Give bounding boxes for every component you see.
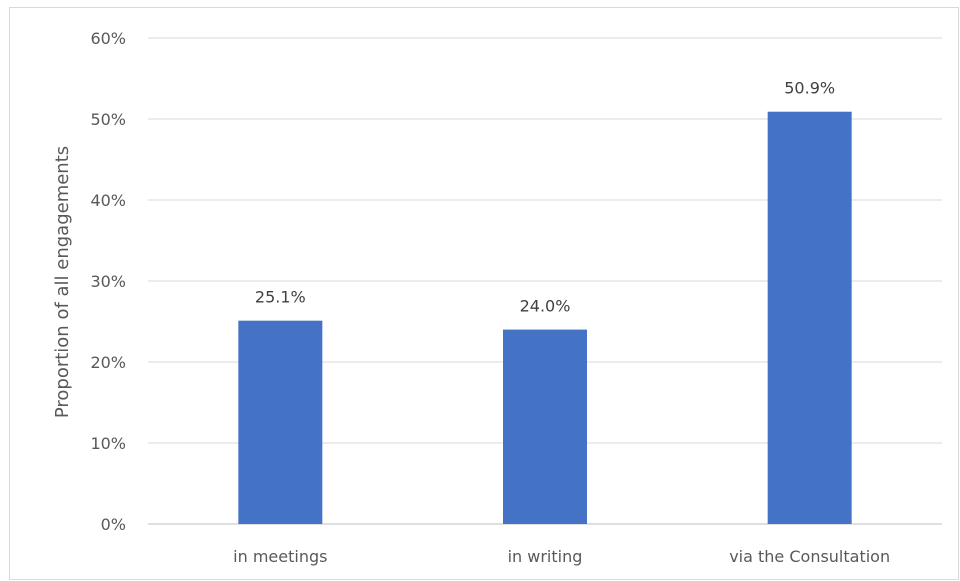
data-label: 25.1% — [255, 288, 306, 307]
y-tick-label: 20% — [90, 353, 126, 372]
x-tick-label: via the Consultation — [729, 547, 890, 566]
x-tick-labels: in meetings in writing via the Consultatio… — [233, 547, 890, 566]
y-tick-label: 60% — [90, 29, 126, 48]
bar — [238, 320, 323, 524]
data-labels: 25.1% 24.0% 50.9% — [255, 79, 835, 316]
y-tick-label: 30% — [90, 272, 126, 291]
x-tick-label: in writing — [508, 547, 583, 566]
x-tick-label: in meetings — [233, 547, 327, 566]
y-tick-label: 10% — [90, 434, 126, 453]
y-axis-title: Proportion of all engagements — [52, 146, 73, 418]
bars — [238, 111, 852, 525]
bar — [767, 111, 852, 525]
y-tick-label: 40% — [90, 191, 126, 210]
y-tick-labels: 0% 10% 20% 30% 40% 50% 60% — [90, 29, 126, 534]
bar — [503, 329, 587, 524]
data-label: 24.0% — [520, 297, 571, 316]
data-label: 50.9% — [784, 79, 835, 98]
y-tick-label: 50% — [90, 110, 126, 129]
y-tick-label: 0% — [101, 515, 126, 534]
